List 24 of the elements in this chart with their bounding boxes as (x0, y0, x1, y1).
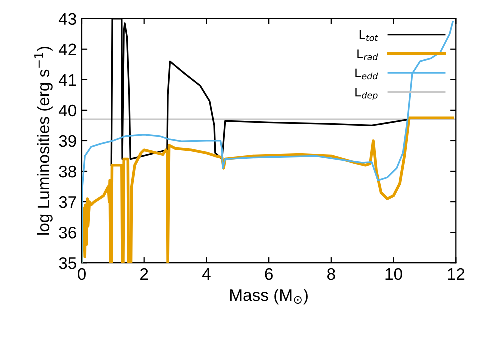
line-series (82, 21, 454, 264)
x-axis-title: Mass (M$_{⊙}$) (230, 289, 308, 305)
x-tick-label: 6 (265, 268, 273, 280)
y-tick-label: 40 (58, 104, 76, 117)
legend-label: L$_{tot}$ (360, 30, 378, 42)
x-tick-label: 12 (448, 268, 465, 280)
y-tick-label: 42 (58, 44, 76, 56)
y-tick-label: 41 (58, 74, 76, 86)
y-tick-label: 39 (59, 135, 76, 148)
legend-label: L$_{rad}$ (358, 50, 378, 60)
line-series (82, 116, 454, 264)
x-tick-label: 4 (202, 268, 211, 280)
y-axis-title: log Luminosities (erg s$^{−1}$) (34, 46, 53, 235)
y-tick-label: 36 (59, 226, 76, 239)
x-tick-label: 10 (386, 268, 402, 280)
x-tick-label: 2 (140, 268, 148, 280)
y-tick-label: 37 (59, 196, 76, 208)
y-tick-label: 43 (58, 13, 76, 26)
x-tick-label: 0 (78, 268, 86, 280)
x-tick-label: 8 (328, 268, 336, 280)
legend-label: L$_{edd}$ (356, 68, 378, 80)
y-tick-label: 38 (59, 166, 76, 178)
y-tick-label: 35 (59, 257, 76, 270)
legend-label: L$_{dep}$ (356, 88, 378, 100)
